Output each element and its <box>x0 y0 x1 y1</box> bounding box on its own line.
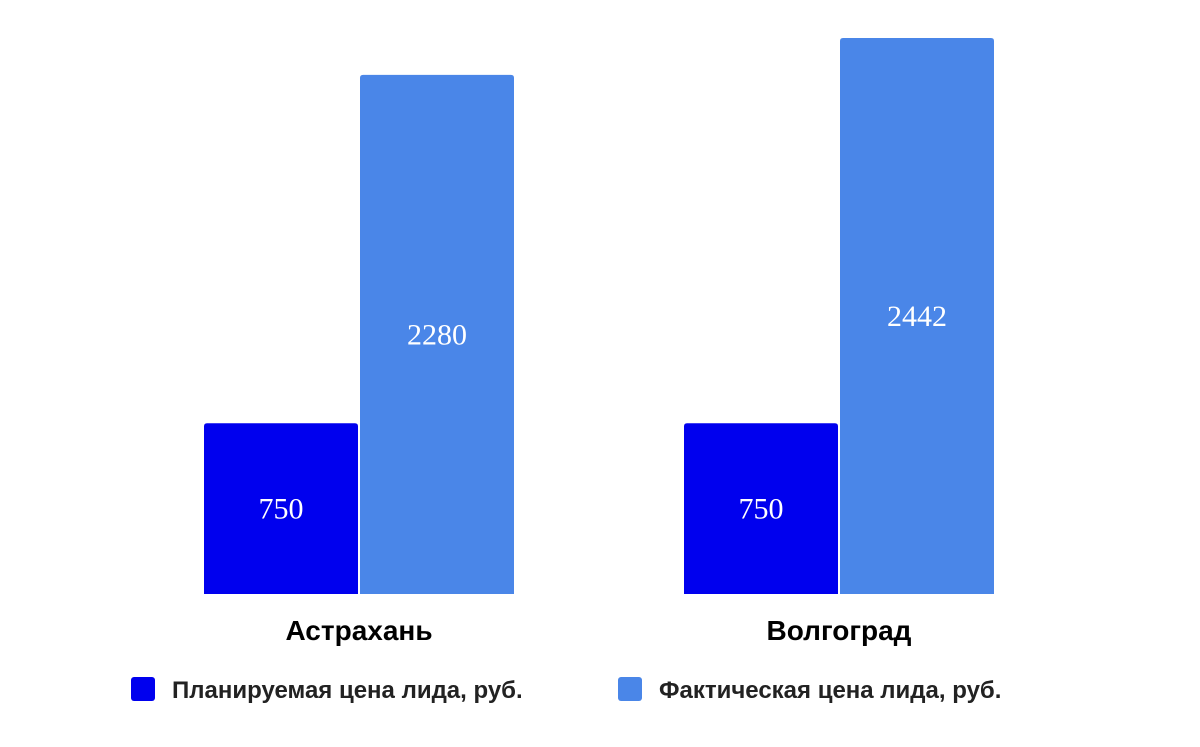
x-axis-category-labels: Астрахань Волгоград <box>285 615 911 646</box>
legend-label: Планируемая цена лида, руб. <box>172 677 523 704</box>
legend: Планируемая цена лида, руб. Фактическая ц… <box>131 677 1001 704</box>
category-label: Астрахань <box>285 615 432 646</box>
legend-item: Фактическая цена лида, руб. <box>618 677 1001 704</box>
bar-value-label: 750 <box>739 493 784 526</box>
bars-layer <box>204 38 994 594</box>
legend-swatch <box>618 677 642 701</box>
bar-value-label: 2442 <box>887 300 947 333</box>
bar-1-2 <box>684 423 838 594</box>
bar-value-label: 750 <box>259 493 304 526</box>
bar-value-label: 2280 <box>407 318 467 351</box>
legend-label: Фактическая цена лида, руб. <box>659 677 1001 704</box>
category-label: Волгоград <box>767 615 912 646</box>
legend-swatch <box>131 677 155 701</box>
bar-value-labels: 750 2280 750 2442 <box>259 300 948 526</box>
legend-item: Планируемая цена лида, руб. <box>131 677 523 704</box>
bar-2-1 <box>360 74 514 594</box>
bar-2-2 <box>840 38 994 594</box>
bar-1-1 <box>204 423 358 594</box>
